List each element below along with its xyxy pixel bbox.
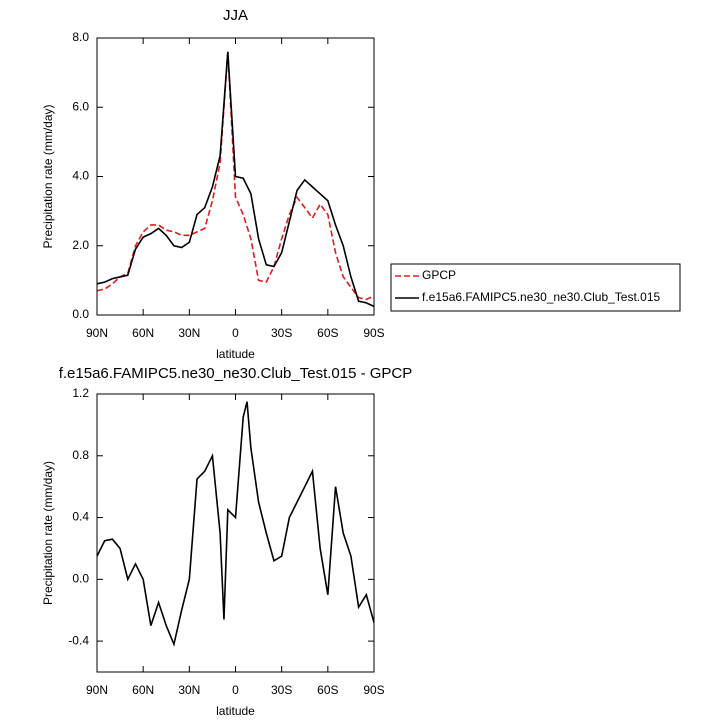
y-tick-label: 8.0 — [72, 30, 89, 44]
x-axis-label: latitude — [216, 704, 255, 718]
x-tick-label: 30S — [271, 683, 292, 697]
x-tick-label: 30N — [178, 683, 200, 697]
legend-box — [390, 263, 681, 312]
plot-frame — [96, 393, 375, 673]
x-axis-label: latitude — [216, 347, 255, 361]
y-tick-label: 2.0 — [72, 238, 89, 252]
x-tick-label: 0 — [232, 326, 239, 340]
x-tick-label: 0 — [232, 683, 239, 697]
x-tick-label: 90N — [86, 326, 108, 340]
data-line — [97, 51, 374, 308]
x-tick-label: 30N — [178, 326, 200, 340]
x-tick-label: 60N — [132, 683, 154, 697]
chart-title: JJA — [223, 7, 248, 24]
plot-frame — [96, 37, 375, 316]
y-tick-label: 0.0 — [72, 307, 89, 321]
legend-label: f.e15a6.FAMIPC5.ne30_ne30.Club_Test.015 — [422, 290, 660, 304]
chart-title: f.e15a6.FAMIPC5.ne30_ne30.Club_Test.015 … — [59, 365, 413, 382]
y-tick-label: 1.2 — [72, 386, 89, 400]
y-tick-label: 0.4 — [72, 510, 89, 524]
y-tick-label: 0.8 — [72, 448, 89, 462]
legend-label: GPCP — [422, 268, 456, 282]
y-axis-label: Precipitation rate (mm/day) — [41, 104, 55, 248]
y-tick-label: 0.0 — [72, 572, 89, 586]
x-tick-label: 30S — [271, 326, 292, 340]
x-tick-label: 60S — [317, 683, 338, 697]
y-tick-label: 4.0 — [72, 169, 89, 183]
x-tick-label: 60N — [132, 326, 154, 340]
y-tick-label: 6.0 — [72, 99, 89, 113]
x-tick-label: 90N — [86, 683, 108, 697]
x-tick-label: 60S — [317, 326, 338, 340]
data-line — [97, 51, 374, 301]
y-tick-label: -0.4 — [68, 633, 89, 647]
x-tick-label: 90S — [363, 683, 384, 697]
data-line — [97, 401, 374, 647]
x-tick-label: 90S — [363, 326, 384, 340]
y-axis-label: Precipitation rate (mm/day) — [41, 461, 55, 605]
